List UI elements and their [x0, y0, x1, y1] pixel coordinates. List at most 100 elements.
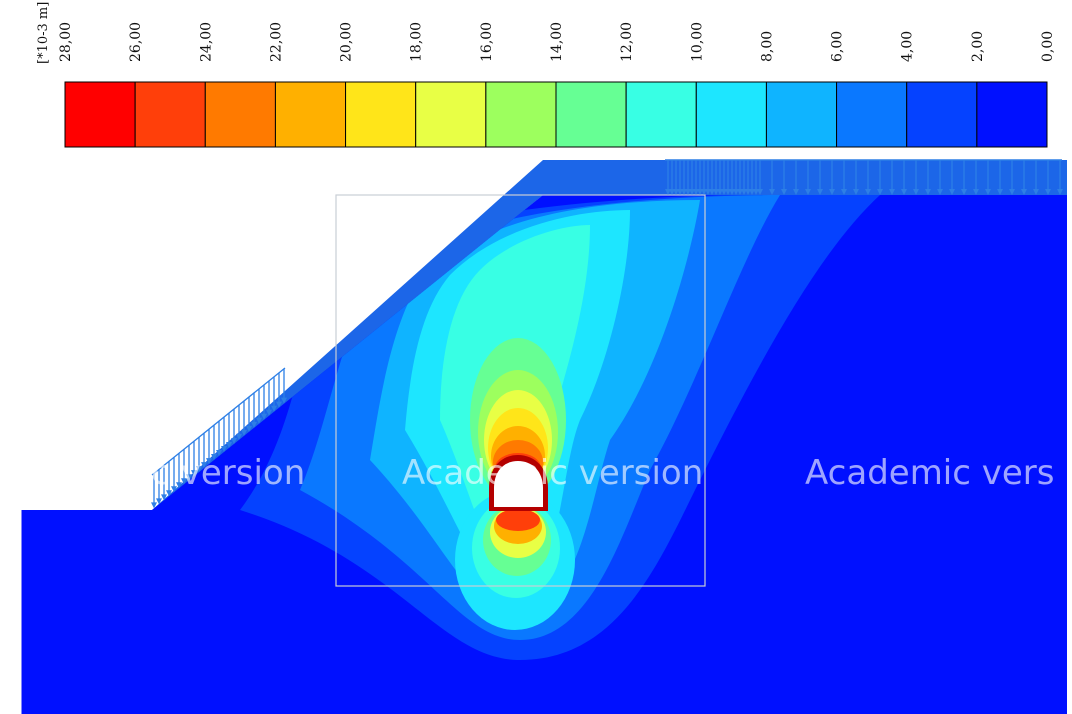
legend-tick-label: 24,00	[198, 22, 214, 62]
load-arrow-head	[697, 189, 703, 195]
load-arrow-head	[913, 189, 919, 195]
legend-bin	[64, 81, 136, 148]
load-arrow-head	[901, 189, 907, 195]
load-arrow-head	[1009, 189, 1015, 195]
tunnel-opening	[494, 461, 543, 507]
legend-bin	[695, 81, 767, 148]
load-arrow-head	[741, 189, 747, 195]
legend-bin	[204, 81, 276, 148]
load-arrow-head	[1045, 189, 1051, 195]
load-arrow-head	[231, 437, 237, 444]
load-arrow-head	[781, 189, 787, 195]
load-arrow-head	[693, 189, 699, 195]
load-arrow-head	[889, 189, 895, 195]
legend-tick-label: 22,00	[268, 22, 284, 62]
load-arrow-head	[721, 189, 727, 195]
load-arrow-head	[665, 189, 671, 195]
load-arrow-head	[705, 189, 711, 195]
load-arrow-head	[246, 425, 252, 432]
legend-tick-label: 26,00	[128, 22, 144, 62]
load-arrow-head	[753, 189, 759, 195]
load-arrow-head	[1021, 189, 1027, 195]
load-arrow-head	[805, 189, 811, 195]
load-arrow-head	[985, 189, 991, 195]
load-arrow-head	[156, 498, 162, 505]
legend-tick-label: 2,00	[970, 31, 986, 62]
load-arrow-head	[973, 189, 979, 195]
load-arrow-head	[186, 474, 192, 481]
legend-bin	[976, 81, 1048, 148]
soil-model	[21, 159, 1067, 714]
load-arrow-head	[191, 470, 197, 477]
load-arrow-head	[829, 189, 835, 195]
load-arrow-head	[236, 433, 242, 440]
load-arrow-head	[717, 189, 723, 195]
load-arrow-head	[1057, 189, 1063, 195]
load-arrow-head	[176, 482, 182, 489]
load-arrow-head	[266, 409, 272, 416]
legend-tick-label: 14,00	[549, 22, 565, 62]
load-arrow-head	[769, 189, 775, 195]
color-scale-legend: [*10-3 m] 28,00 26,00 24,00 22,00 20,00 18,00…	[36, 2, 1056, 148]
load-arrow-head	[853, 189, 859, 195]
legend-tick-label: 0,00	[1040, 31, 1056, 62]
load-arrow-head	[151, 502, 157, 509]
load-arrow-head	[276, 401, 282, 408]
watermark-center: Academic version	[402, 453, 703, 493]
load-arrow-head	[937, 189, 943, 195]
legend-tick-label: 18,00	[409, 22, 425, 62]
load-arrow-head	[793, 189, 799, 195]
legend-tick-label: 10,00	[689, 22, 705, 62]
load-arrow-head	[669, 189, 675, 195]
load-arrow-head	[226, 441, 232, 448]
load-arrow-head	[171, 486, 177, 493]
load-arrow-head	[689, 189, 695, 195]
load-arrow-head	[166, 490, 172, 497]
load-arrow-head	[221, 445, 227, 452]
legend-bin	[625, 81, 697, 148]
load-arrow-head	[271, 405, 277, 412]
load-arrow-head	[749, 189, 755, 195]
load-arrow-head	[677, 189, 683, 195]
load-arrow-head	[216, 450, 222, 457]
legend-bin	[485, 81, 557, 148]
load-arrow-head	[841, 189, 847, 195]
legend-tick-label: 6,00	[830, 31, 846, 62]
lobe-lower-20	[496, 509, 540, 531]
load-arrow-head	[1033, 189, 1039, 195]
legend-tick-label: 20,00	[339, 22, 355, 62]
refined-zone-outline	[335, 194, 706, 587]
watermark-left: Academic version	[4, 453, 305, 493]
load-arrow-head	[206, 458, 212, 465]
legend-tick-label: 28,00	[58, 22, 74, 62]
load-arrow-head	[211, 454, 217, 461]
load-arrow-head	[701, 189, 707, 195]
legend-bin	[415, 81, 487, 148]
load-arrow-head	[685, 189, 691, 195]
load-arrow-head	[877, 189, 883, 195]
load-arrow-head	[725, 189, 731, 195]
load-arrow-head	[949, 189, 955, 195]
load-arrow-head	[161, 494, 167, 501]
load-arrow-head	[757, 189, 763, 195]
legend-tick-label: 4,00	[900, 31, 916, 62]
load-arrow-head	[729, 189, 735, 195]
load-arrow-head	[196, 466, 202, 473]
legend-bin	[274, 81, 347, 148]
legend-unit-label: [*10-3 m]	[36, 2, 51, 64]
legend-bin	[555, 81, 627, 148]
load-arrow-head	[281, 397, 287, 404]
load-arrow-head	[713, 189, 719, 195]
load-arrow-head	[256, 417, 262, 424]
legend-bin	[765, 81, 838, 148]
load-arrow-head	[817, 189, 823, 195]
surface-load-arrows	[151, 159, 1063, 509]
legend-tick-label: 8,00	[759, 31, 775, 62]
legend-bin	[345, 81, 417, 148]
load-arrow-head	[681, 189, 687, 195]
load-arrow-head	[865, 189, 871, 195]
load-arrow-head	[961, 189, 967, 195]
load-arrow-head	[181, 478, 187, 485]
load-arrow-head	[709, 189, 715, 195]
